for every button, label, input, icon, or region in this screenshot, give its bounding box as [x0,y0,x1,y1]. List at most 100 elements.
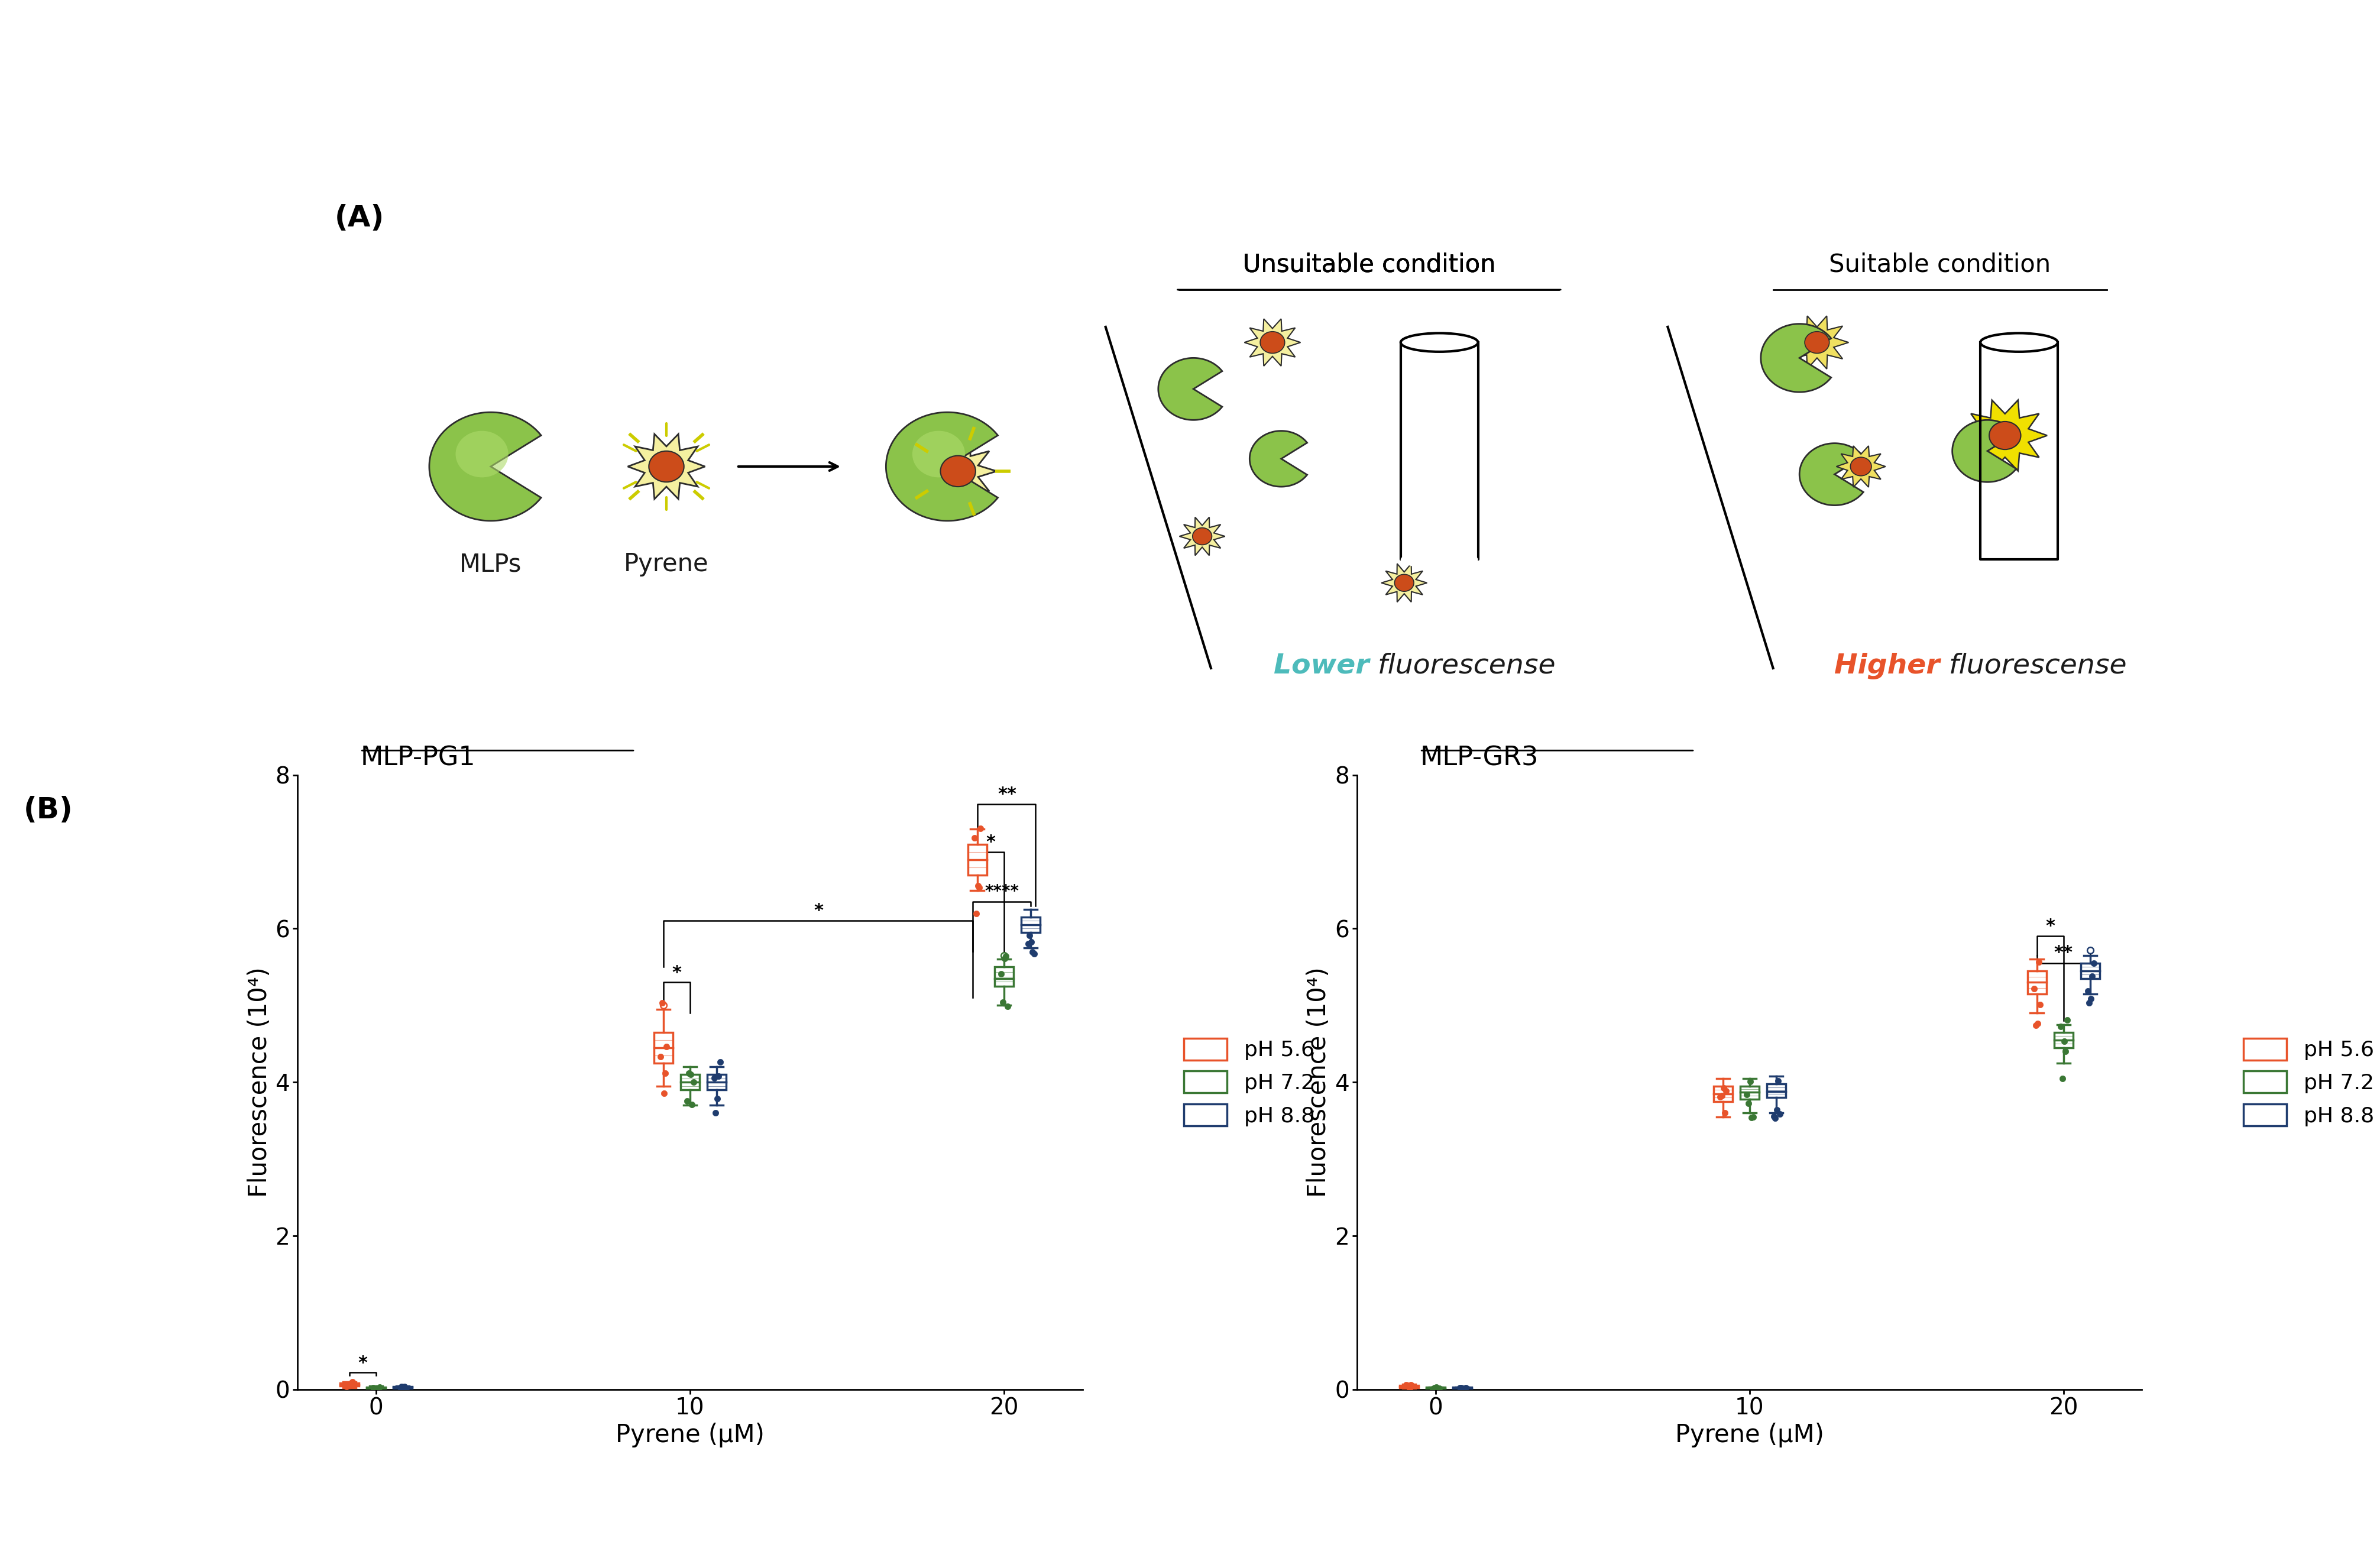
Point [1759,1097,1797,1122]
Polygon shape [885,412,997,521]
Polygon shape [1952,420,2016,482]
Point [386,1374,424,1399]
Text: *: * [2044,918,2054,935]
Point [669,1088,707,1113]
Point [2071,938,2109,963]
Point [381,1375,419,1400]
Text: *: * [671,965,681,982]
Point [1445,1377,1483,1402]
Point [1759,1068,1797,1093]
Point [2047,1008,2085,1033]
Point [1728,1082,1766,1107]
Point [2068,979,2106,1004]
Bar [681,1074,700,1090]
Point [1440,1375,1478,1400]
Point [331,1372,369,1397]
Point [669,1060,707,1085]
Point [700,1065,738,1090]
Point [355,1375,393,1400]
Point [1735,1105,1773,1130]
Text: **: ** [997,785,1016,802]
Point [2016,1013,2054,1038]
Y-axis label: Fluorescence (10⁴): Fluorescence (10⁴) [248,966,271,1197]
Point [959,874,997,899]
Point [357,1375,395,1400]
Point [962,816,1000,841]
Point [2071,990,2109,1015]
Point [2018,1012,2056,1037]
Point [643,1044,681,1069]
Point [702,1049,740,1074]
X-axis label: Pyrene (μM): Pyrene (μM) [616,1422,764,1447]
Text: **: ** [2054,944,2073,962]
Text: Suitable condition: Suitable condition [1830,253,2052,278]
Bar [2054,1032,2073,1047]
Circle shape [650,451,683,482]
Text: Unsuitable condition: Unsuitable condition [1242,253,1495,278]
Text: *: * [357,1355,367,1372]
Bar [1740,1086,1759,1099]
Point [1418,1375,1457,1400]
Bar [1399,1386,1418,1388]
Point [383,1374,421,1399]
Ellipse shape [1980,332,2059,351]
Bar [2028,971,2047,994]
Point [988,944,1026,969]
Polygon shape [1785,315,1849,368]
Point [2073,963,2111,988]
Point [1730,1091,1768,1116]
Point [1418,1375,1457,1400]
Text: Higher: Higher [1835,652,1940,679]
Point [1392,1374,1430,1399]
Text: (B): (B) [24,796,74,824]
Text: Unsuitable condition: Unsuitable condition [1242,253,1495,278]
Point [985,946,1023,971]
Point [697,1086,735,1111]
Point [2021,949,2059,974]
Bar [707,1074,726,1090]
Polygon shape [1964,400,2047,471]
Point [1009,930,1047,955]
Point [328,1374,367,1399]
Bar [969,845,988,874]
Polygon shape [1761,323,1830,392]
Point [957,826,995,851]
Point [359,1377,397,1402]
Y-axis label: Fluorescence (10⁴): Fluorescence (10⁴) [1307,966,1330,1197]
Circle shape [912,431,964,478]
Point [983,962,1021,987]
Point [2042,1015,2080,1040]
Point [1012,923,1050,948]
Point [1012,930,1050,955]
Point [1442,1375,1480,1400]
Point [1754,1104,1792,1129]
Point [2073,987,2111,1012]
Circle shape [455,431,509,478]
Polygon shape [428,412,540,521]
Point [985,943,1023,968]
Circle shape [1192,528,1211,545]
Point [1014,940,1052,965]
Text: (A): (A) [333,204,383,233]
Ellipse shape [1402,551,1478,568]
Point [1756,1105,1795,1130]
Bar [1766,1083,1785,1097]
Point [1706,1101,1745,1125]
Point [359,1375,397,1400]
Point [1761,1101,1799,1125]
Point [674,1069,712,1094]
Text: *: * [985,834,995,851]
Point [988,994,1026,1019]
Point [333,1371,371,1396]
Point [2044,1029,2082,1054]
Point [647,1033,685,1058]
Polygon shape [1837,446,1885,487]
Circle shape [1849,457,1871,476]
Point [957,901,995,926]
Point [2047,1040,2085,1065]
Polygon shape [1180,517,1226,556]
Text: Lower: Lower [1273,652,1368,679]
Bar [1021,918,1040,932]
Point [645,993,683,1018]
Polygon shape [628,434,704,500]
